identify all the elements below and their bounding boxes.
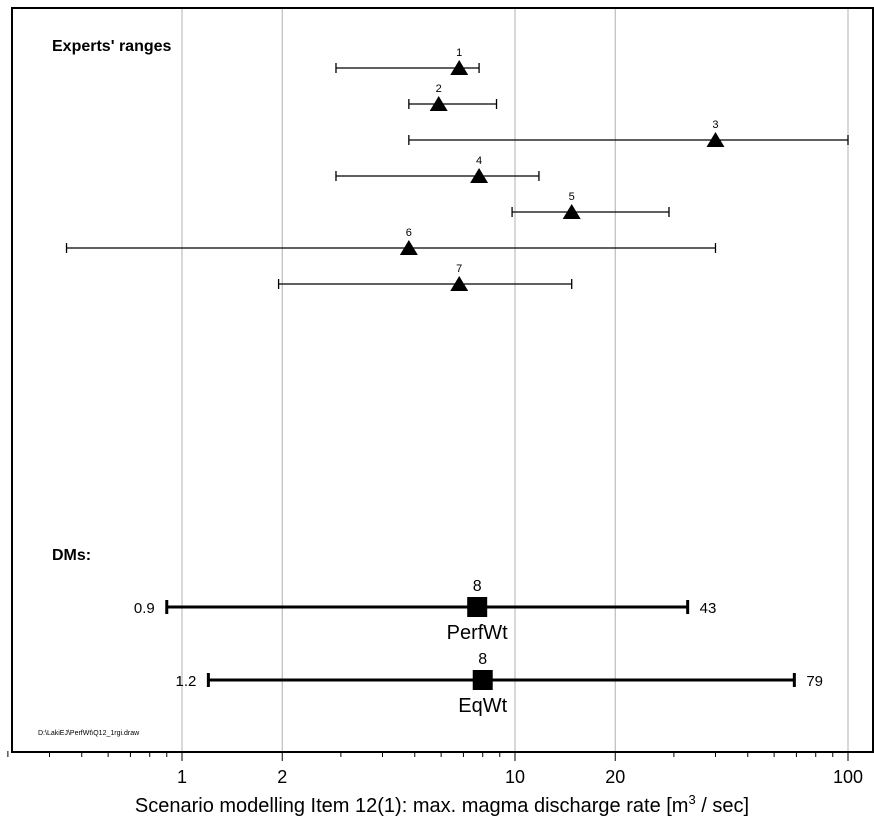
x-axis: 1 2 10 20 100 <box>7 751 863 787</box>
x-tick-label: 2 <box>277 767 287 787</box>
expert-median-marker <box>450 276 469 291</box>
dm-name: PerfWt <box>447 622 509 644</box>
dm-low-label: 1.2 <box>176 673 197 690</box>
expert-median-marker <box>399 240 418 255</box>
expert-median-marker <box>562 204 581 219</box>
dms-title: DMs: <box>52 547 91 564</box>
expert-median-marker <box>706 132 725 147</box>
x-tick-label: 1 <box>177 767 187 787</box>
dm-median-label: 8 <box>473 578 482 595</box>
dm-high-label: 43 <box>700 600 717 617</box>
decision-makers: 8 PerfWt 0.9 43 8 EqWt 1.2 79 <box>134 578 823 717</box>
dm-high-label: 79 <box>806 673 823 690</box>
x-axis-label: Scenario modelling Item 12(1): max. magm… <box>135 792 749 817</box>
x-axis-label-main: Scenario modelling Item 12(1): max. magm… <box>135 795 689 817</box>
expert-label: 4 <box>476 155 482 167</box>
expert-label: 1 <box>456 47 462 59</box>
dm-low-label: 0.9 <box>134 600 155 617</box>
expert-label: 2 <box>436 83 442 95</box>
file-label: D:\LakiEJ\PerfWt\Q12_1rgi.draw <box>38 730 140 737</box>
dm-name: EqWt <box>458 695 507 717</box>
experts-title: Experts' ranges <box>52 38 172 55</box>
plot-frame <box>11 7 874 753</box>
x-tick-label: 20 <box>605 767 625 787</box>
expert-median-marker <box>470 168 489 183</box>
dm-median-label: 8 <box>478 651 487 668</box>
gridlines <box>181 9 849 751</box>
expert-label: 3 <box>712 119 718 131</box>
expert-median-marker <box>429 96 448 111</box>
x-tick-label: 10 <box>505 767 525 787</box>
experts-ranges: 1 2 3 4 5 6 7 <box>65 47 849 291</box>
expert-label: 5 <box>569 191 575 203</box>
expert-median-marker <box>450 60 469 75</box>
expert-label: 6 <box>406 227 412 239</box>
dm-median-marker <box>467 597 488 617</box>
expert-label: 7 <box>456 263 462 275</box>
x-tick-label: 100 <box>833 767 863 787</box>
x-axis-label-sup: 3 <box>688 792 695 807</box>
x-axis-label-end: / sec] <box>696 795 749 817</box>
dm-median-marker <box>472 670 493 690</box>
